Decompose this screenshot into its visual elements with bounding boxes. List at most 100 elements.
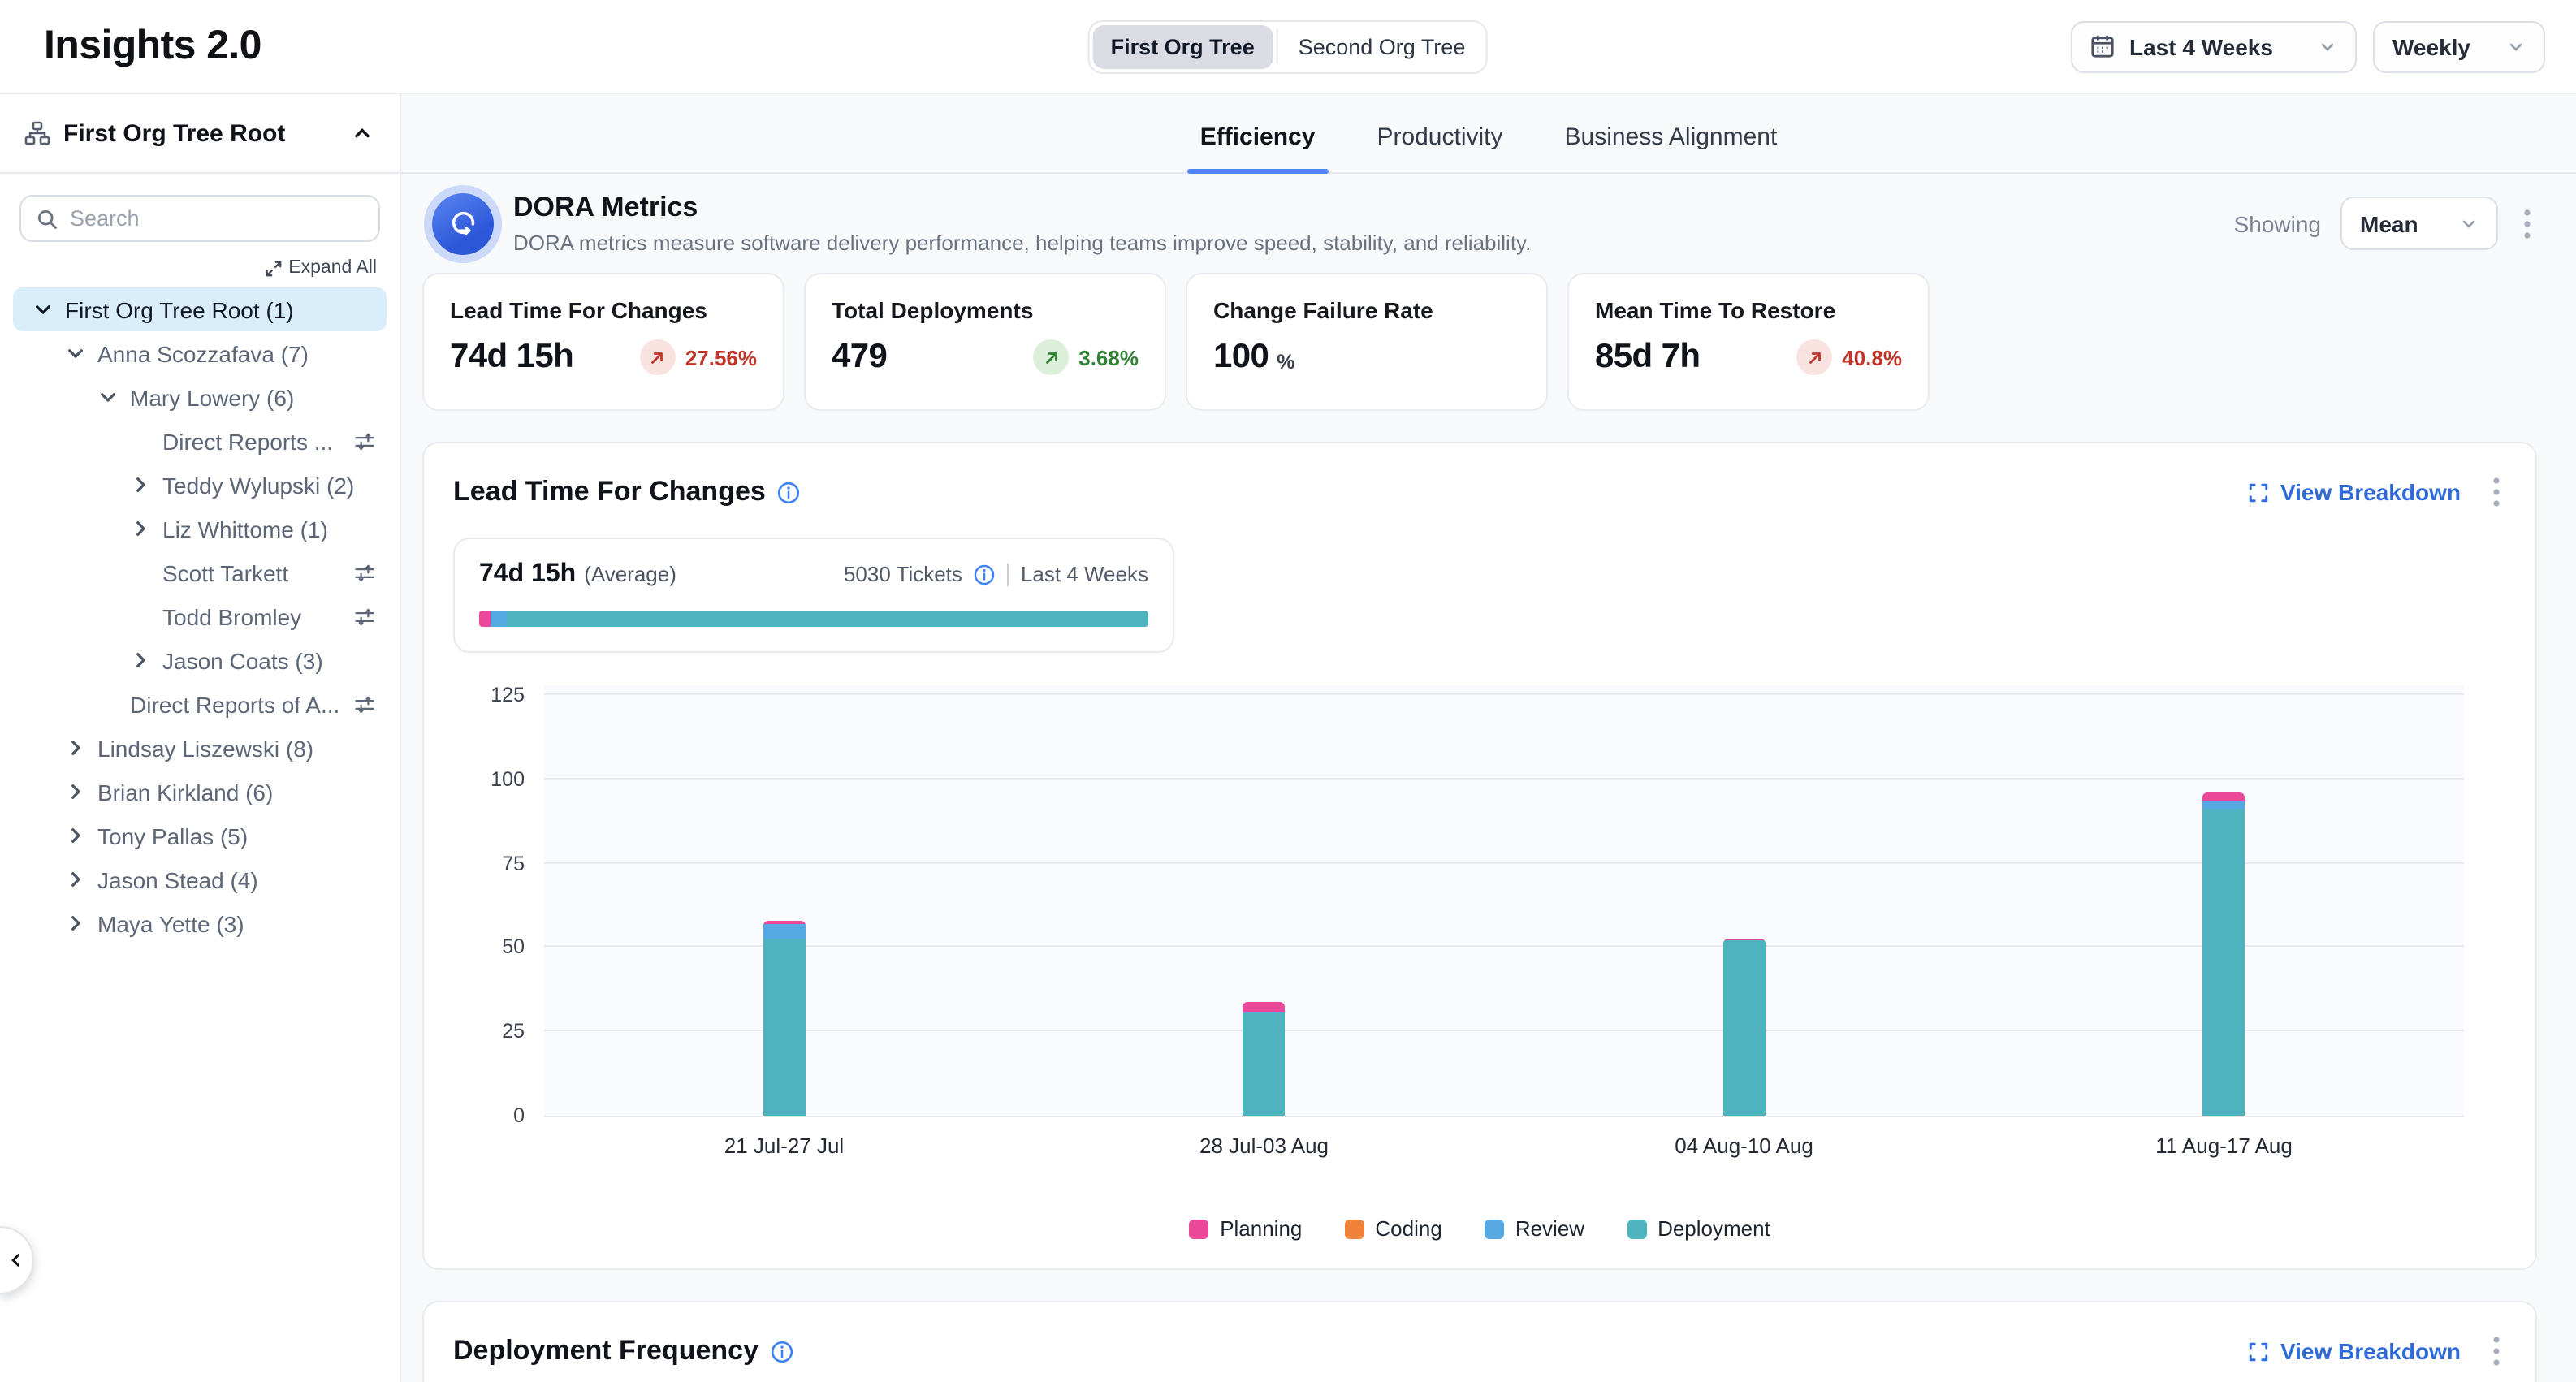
- tab-efficiency[interactable]: Efficiency: [1197, 123, 1319, 172]
- tree-item[interactable]: Brian Kirkland (6): [13, 770, 387, 814]
- metric-title: Mean Time To Restore: [1595, 297, 1902, 323]
- summary-bar-segment-deployment: [508, 611, 1148, 627]
- bar-segment-deployment: [2203, 809, 2245, 1116]
- tree-item[interactable]: Teddy Wylupski (2): [13, 463, 387, 507]
- view-breakdown-button[interactable]: View Breakdown: [2248, 1338, 2461, 1364]
- tree-item[interactable]: Tony Pallas (5): [13, 814, 387, 857]
- trend-up-arrow-icon: [1033, 339, 1069, 375]
- lead-time-title: Lead Time For Changes: [453, 476, 766, 508]
- tree-item[interactable]: Scott Tarkett: [13, 551, 387, 594]
- chevron-left-icon: [8, 1252, 24, 1268]
- tree-item-label: Direct Reports ...: [162, 428, 333, 454]
- bar-segment-planning: [2203, 793, 2245, 801]
- sidebar-title: First Org Tree Root: [63, 119, 335, 147]
- chevron-right-icon[interactable]: [127, 516, 153, 542]
- bar-segment-review: [2203, 801, 2245, 809]
- metric-cards: Lead Time For Changes74d 15h27.56%Total …: [422, 273, 2537, 411]
- trend-badge: 40.8%: [1796, 339, 1902, 375]
- toggle-first-org-tree[interactable]: First Org Tree: [1093, 24, 1273, 68]
- sliders-filter-icon[interactable]: [352, 561, 377, 584]
- granularity-select[interactable]: Weekly: [2373, 20, 2545, 72]
- tree-item[interactable]: Maya Yette (3): [13, 901, 387, 945]
- metric-value-row: 74d 15h 27.56%: [450, 338, 757, 377]
- legend-item-coding[interactable]: Coding: [1344, 1216, 1441, 1241]
- y-tick-label: 0: [453, 1104, 525, 1127]
- y-tick-label: 25: [453, 1020, 525, 1043]
- deployment-title-row: Deployment Frequency: [453, 1335, 794, 1367]
- chevron-down-icon[interactable]: [94, 384, 120, 410]
- toggle-divider: [1276, 28, 1277, 64]
- tree-item[interactable]: Liz Whittome (1): [13, 507, 387, 551]
- gridline-125: [544, 693, 2464, 695]
- trend-value: 3.68%: [1078, 345, 1139, 369]
- tree-item[interactable]: Direct Reports ...: [13, 419, 387, 463]
- tree-item[interactable]: Todd Bromley: [13, 594, 387, 638]
- tree-item[interactable]: First Org Tree Root (1): [13, 287, 387, 331]
- main-content: Efficiency Productivity Business Alignme…: [401, 94, 2576, 1382]
- bar-28-jul-03-aug: [1243, 1001, 1286, 1116]
- lead-time-card-header: Lead Time For Changes View Breakdown: [453, 471, 2506, 513]
- date-range-select[interactable]: Last 4 Weeks: [2071, 20, 2357, 72]
- trend-value: 27.56%: [685, 345, 757, 369]
- tab-business-alignment[interactable]: Business Alignment: [1562, 123, 1781, 172]
- info-icon[interactable]: [770, 1339, 794, 1363]
- legend-item-review[interactable]: Review: [1485, 1216, 1584, 1241]
- summary-period: Last 4 Weeks: [1021, 562, 1148, 586]
- tree-item-label: Jason Stead (4): [97, 866, 258, 892]
- metric-value: 85d 7h: [1595, 338, 1700, 377]
- sliders-filter-icon[interactable]: [352, 430, 377, 452]
- legend-item-deployment[interactable]: Deployment: [1627, 1216, 1770, 1241]
- tree-item[interactable]: Lindsay Liszewski (8): [13, 726, 387, 770]
- dora-cycle-icon: [432, 192, 494, 254]
- view-breakdown-label: View Breakdown: [2280, 1338, 2461, 1364]
- showing-mean-value: Mean: [2360, 210, 2444, 236]
- expand-arrows-icon: [264, 259, 282, 277]
- gridline-50: [544, 946, 2464, 948]
- chevron-right-icon[interactable]: [62, 735, 88, 761]
- tree-item-label: Liz Whittome (1): [162, 516, 328, 542]
- showing-mean-select[interactable]: Mean: [2340, 197, 2498, 250]
- chevron-down-icon[interactable]: [62, 340, 88, 366]
- lead-time-card: Lead Time For Changes View Breakdown: [422, 442, 2537, 1270]
- tree-item[interactable]: Jason Stead (4): [13, 857, 387, 901]
- lead-time-kebab-menu-button[interactable]: [2487, 471, 2506, 513]
- org-tree-toggle: First Org Tree Second Org Tree: [1088, 19, 1489, 73]
- chevron-right-icon[interactable]: [62, 866, 88, 892]
- search-input[interactable]: [70, 206, 364, 231]
- sliders-filter-icon[interactable]: [352, 605, 377, 628]
- chart-plot-area: [544, 685, 2464, 1117]
- chevron-right-icon[interactable]: [62, 910, 88, 936]
- dora-kebab-menu-button[interactable]: [2518, 202, 2537, 244]
- tab-productivity[interactable]: Productivity: [1373, 123, 1506, 172]
- search-box: [19, 195, 380, 242]
- tree-item-label: Teddy Wylupski (2): [162, 472, 354, 498]
- toggle-second-org-tree[interactable]: Second Org Tree: [1281, 24, 1484, 68]
- deployment-kebab-menu-button[interactable]: [2487, 1330, 2506, 1372]
- search-icon: [36, 207, 58, 230]
- summary-stacked-bar: [479, 611, 1148, 627]
- expand-all-button[interactable]: Expand All: [0, 258, 377, 278]
- chevron-right-icon[interactable]: [127, 647, 153, 673]
- sliders-filter-icon[interactable]: [352, 693, 377, 715]
- info-icon[interactable]: [777, 480, 802, 504]
- lead-time-card-actions: View Breakdown: [2248, 471, 2506, 513]
- y-tick-label: 75: [453, 852, 525, 875]
- metric-value-row: 85d 7h 40.8%: [1595, 338, 1902, 377]
- sidebar-collapse-button[interactable]: [348, 119, 377, 148]
- tree-item[interactable]: Jason Coats (3): [13, 638, 387, 682]
- chevron-right-icon[interactable]: [62, 823, 88, 849]
- bar-21-jul-27-jul: [763, 921, 806, 1116]
- chevron-right-icon[interactable]: [127, 472, 153, 498]
- info-icon[interactable]: [974, 563, 996, 585]
- lead-time-summary-box: 74d 15h (Average) 5030 Tickets Last 4 We…: [453, 538, 1174, 653]
- chevron-down-icon[interactable]: [29, 296, 55, 322]
- legend-item-planning[interactable]: Planning: [1189, 1216, 1302, 1241]
- chevron-right-icon[interactable]: [62, 779, 88, 805]
- view-breakdown-button[interactable]: View Breakdown: [2248, 479, 2461, 505]
- tree-item[interactable]: Mary Lowery (6): [13, 375, 387, 419]
- tree-item[interactable]: Direct Reports of A...: [13, 682, 387, 726]
- metric-value: 74d 15h: [450, 338, 573, 377]
- tree-item[interactable]: Anna Scozzafava (7): [13, 331, 387, 375]
- deployment-frequency-title: Deployment Frequency: [453, 1335, 759, 1367]
- metric-card: Lead Time For Changes74d 15h27.56%: [422, 273, 784, 411]
